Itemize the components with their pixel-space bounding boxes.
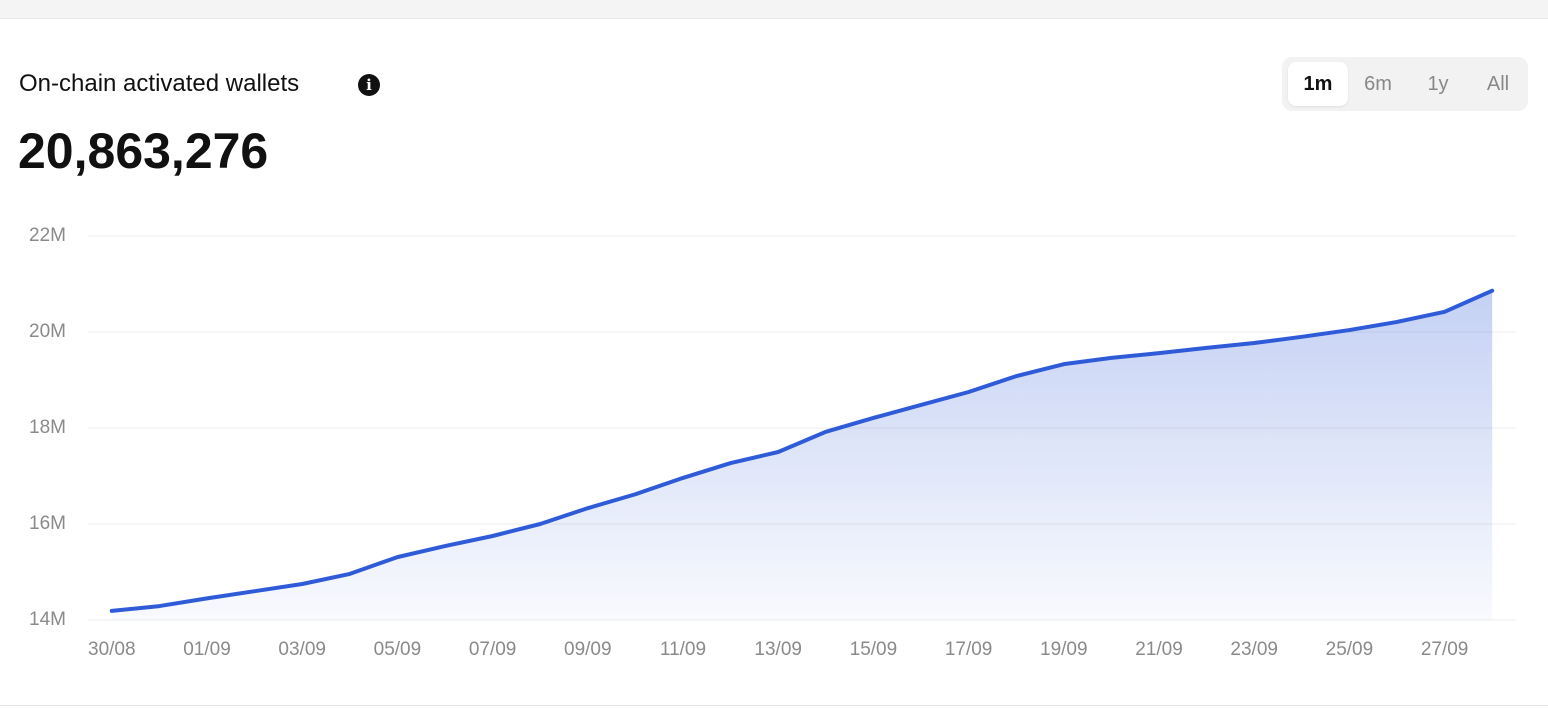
area bbox=[111, 290, 1493, 620]
y-tick-label: 18M bbox=[29, 417, 66, 438]
x-tick-label: 15/09 bbox=[850, 639, 898, 660]
y-tick-label: 16M bbox=[29, 513, 66, 534]
x-tick-label: 23/09 bbox=[1230, 639, 1278, 660]
card-title: On-chain activated wallets bbox=[19, 70, 300, 97]
x-tick-label: 11/09 bbox=[660, 639, 706, 660]
current-value: 20,863,276 bbox=[18, 123, 269, 179]
line bbox=[109, 288, 1495, 613]
x-tick-label: 25/09 bbox=[1326, 639, 1374, 660]
x-tick-label: 07/09 bbox=[469, 639, 517, 660]
range-button[interactable]: 1m bbox=[1288, 62, 1348, 106]
y-tick-label: 20M bbox=[29, 321, 66, 342]
x-tick-label: 03/09 bbox=[278, 639, 326, 660]
range-button[interactable]: All bbox=[1486, 72, 1510, 95]
x-tick-label: 21/09 bbox=[1135, 639, 1183, 660]
x-tick-label: 09/09 bbox=[564, 639, 612, 660]
x-tick-label: 01/09 bbox=[183, 639, 231, 660]
top-bar bbox=[0, 0, 1548, 19]
x-tick-label: 30/08 bbox=[88, 639, 136, 660]
info-icon[interactable]: i bbox=[358, 74, 380, 96]
x-tick-label: 17/09 bbox=[945, 639, 993, 660]
range-selector: 1m 6m 1y All bbox=[1282, 57, 1528, 111]
y-tick-label: 14M bbox=[29, 609, 66, 630]
x-tick-label: 27/09 bbox=[1421, 639, 1469, 660]
bottom-border bbox=[0, 705, 1548, 706]
x-tick-label: 05/09 bbox=[374, 639, 422, 660]
y-tick-label: 22M bbox=[29, 225, 66, 246]
range-button[interactable]: 1y bbox=[1427, 72, 1449, 95]
range-button[interactable]: 6m bbox=[1364, 72, 1392, 95]
x-tick-label: 19/09 bbox=[1040, 639, 1088, 660]
x-tick-label: 13/09 bbox=[754, 639, 802, 660]
